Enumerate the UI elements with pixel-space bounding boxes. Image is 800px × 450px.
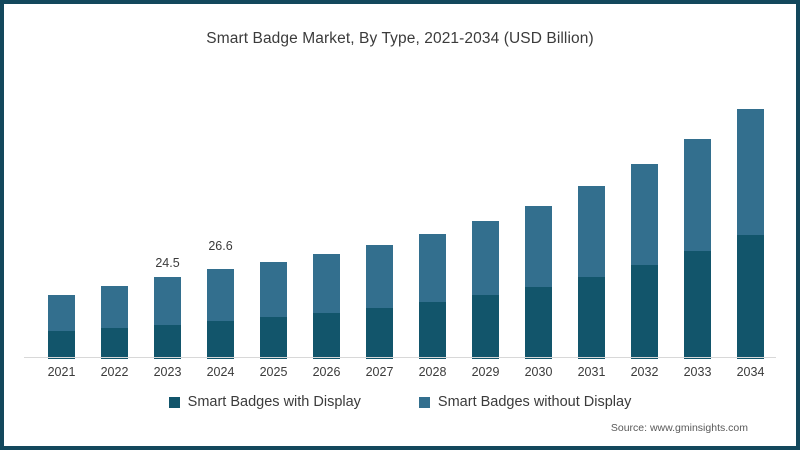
x-tick-label-2024: 2024	[206, 365, 235, 379]
bar-segment-without-display	[684, 139, 711, 251]
bar-2024: 26.6	[207, 64, 234, 359]
x-tick-label-2028: 2028	[418, 365, 447, 379]
bar-2031	[578, 64, 605, 359]
bar-segment-with-display	[472, 295, 499, 359]
bar-segment-without-display	[207, 269, 234, 321]
bar-segment-without-display	[154, 277, 181, 325]
bar-2027	[366, 64, 393, 359]
bar-2030	[525, 64, 552, 359]
x-tick-label-2032: 2032	[630, 365, 659, 379]
bar-segment-with-display	[260, 317, 287, 359]
legend-swatch-icon	[418, 396, 430, 408]
x-tick-label-2025: 2025	[259, 365, 288, 379]
bar-2022	[101, 64, 128, 359]
bar-segment-with-display	[525, 287, 552, 359]
x-tick-label-2034: 2034	[736, 365, 765, 379]
legend-item-1[interactable]: Smart Badges with Display	[168, 394, 361, 410]
bar-segment-without-display	[260, 262, 287, 317]
x-tick-label-2023: 2023	[153, 365, 182, 379]
legend-label: Smart Badges with Display	[187, 394, 361, 410]
x-tick-label-2030: 2030	[524, 365, 553, 379]
bar-segment-with-display	[48, 331, 75, 359]
bar-segment-without-display	[525, 206, 552, 287]
x-tick-label-2031: 2031	[577, 365, 606, 379]
x-axis-baseline	[24, 357, 776, 358]
x-tick-label-2026: 2026	[312, 365, 341, 379]
chart-legend: Smart Badges with Display Smart Badges wi…	[4, 394, 796, 410]
bar-2021	[48, 64, 75, 359]
bar-segment-with-display	[419, 302, 446, 359]
bar-segment-without-display	[419, 234, 446, 302]
x-axis-tick-labels: 2021 2022 2023 2024 2025 2026 2027 2028 2029 2030…	[30, 365, 770, 387]
bar-segment-without-display	[737, 109, 764, 235]
bar-value-label-2024: 26.6	[208, 239, 233, 253]
bar-2034	[737, 64, 764, 359]
bar-2026	[313, 64, 340, 359]
bar-segment-with-display	[366, 308, 393, 359]
bar-2028	[419, 64, 446, 359]
legend-item-2[interactable]: Smart Badges without Display	[418, 394, 632, 410]
bar-segment-with-display	[313, 313, 340, 359]
bar-segment-with-display	[154, 325, 181, 359]
legend-label: Smart Badges without Display	[437, 394, 632, 410]
chart-title: Smart Badge Market, By Type, 2021-2034 (…	[206, 30, 594, 47]
x-tick-label-2027: 2027	[365, 365, 394, 379]
bar-segment-without-display	[313, 254, 340, 313]
bar-segment-with-display	[207, 321, 234, 359]
bar-segment-with-display	[631, 265, 658, 359]
bar-2029	[472, 64, 499, 359]
bar-value-label-2023: 24.5	[155, 256, 180, 270]
bar-segment-without-display	[366, 245, 393, 308]
x-tick-label-2033: 2033	[683, 365, 712, 379]
bar-segment-without-display	[631, 164, 658, 265]
bar-segment-with-display	[684, 251, 711, 359]
plot-area: 24.5 26.6	[30, 64, 770, 359]
x-tick-label-2022: 2022	[100, 365, 129, 379]
bar-segment-with-display	[737, 235, 764, 359]
bar-2025	[260, 64, 287, 359]
bar-segment-without-display	[472, 221, 499, 295]
bar-segment-with-display	[101, 328, 128, 359]
chart-inner: Smart Badge Market, By Type, 2021-2034 (…	[4, 4, 796, 446]
bar-2033	[684, 64, 711, 359]
x-tick-label-2029: 2029	[471, 365, 500, 379]
bar-2032	[631, 64, 658, 359]
legend-swatch-icon	[168, 396, 180, 408]
x-tick-label-2021: 2021	[47, 365, 76, 379]
bar-segment-without-display	[101, 286, 128, 328]
bar-segment-without-display	[578, 186, 605, 277]
bar-segment-with-display	[578, 277, 605, 359]
bar-2023: 24.5	[154, 64, 181, 359]
bar-segment-without-display	[48, 295, 75, 331]
source-attribution: Source: www.gminsights.com	[610, 422, 748, 434]
